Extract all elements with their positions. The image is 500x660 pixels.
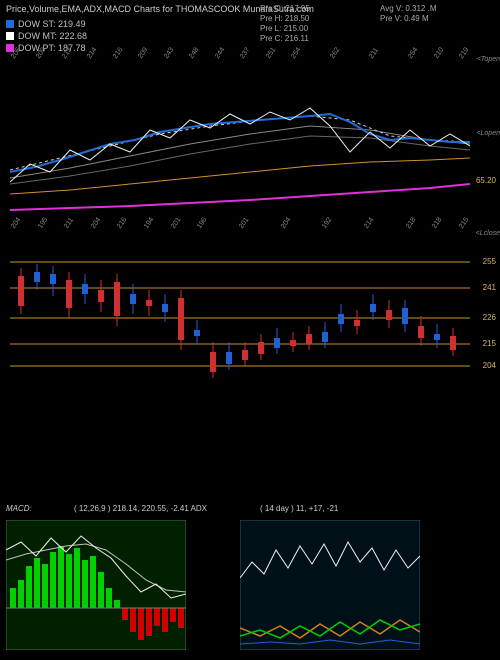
- macd-info: ( 12,26,9 ) 218.14, 220.55, -2.41 ADX: [74, 504, 207, 513]
- y-axis-label: 255: [483, 257, 496, 266]
- legend-item: DOW MT: 222.68: [6, 30, 87, 42]
- lclose-tag: <Lclose: [476, 230, 500, 237]
- legend-label: DOW MT: 222.68: [18, 30, 87, 42]
- y-axis-label: 226: [483, 313, 496, 322]
- ohlc-left: Pre O: 217.95Pre H: 218.50Pre L: 215.00P…: [260, 4, 310, 44]
- y-axis-label: 204: [483, 361, 496, 370]
- macd-title: MACD: ( 12,26,9 ) 218.14, 220.55, -2.41 …: [6, 504, 207, 513]
- legend-label: DOW ST: 219.49: [18, 18, 86, 30]
- chart-container: Price,Volume,EMA,ADX,MACD Charts for THO…: [0, 0, 500, 660]
- price-label: 65.20: [476, 176, 496, 185]
- adx-chart: [240, 520, 420, 650]
- lopen-tag: <Lopen: [476, 130, 500, 137]
- y-axis-label: 241: [483, 283, 496, 292]
- y-axis-label: 215: [483, 339, 496, 348]
- price-chart: [10, 72, 470, 212]
- mid-x-axis: 2041952112042161942011962012041922142182…: [10, 226, 470, 238]
- macd-label: MACD:: [6, 504, 32, 513]
- macd-chart: [6, 520, 186, 650]
- adx-info: ( 14 day ) 11, +17, -21: [260, 504, 338, 513]
- top-x-axis: 2062092132142162092432482442372512542622…: [10, 56, 470, 68]
- legend-swatch: [6, 32, 14, 40]
- topen-tag: <Topen: [477, 56, 500, 63]
- legend-item: DOW ST: 219.49: [6, 18, 87, 30]
- legend-swatch: [6, 20, 14, 28]
- candlestick-chart: [10, 244, 470, 384]
- ohlc-right: Avg V: 0.312 .MPre V: 0.49 M: [380, 4, 436, 24]
